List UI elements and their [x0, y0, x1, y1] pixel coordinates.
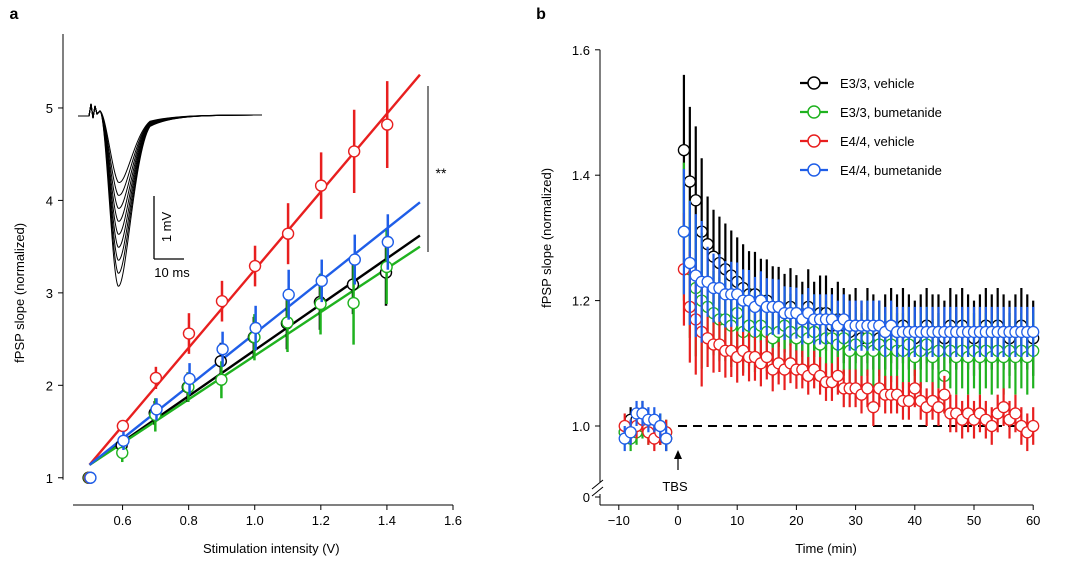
x-tick-label: 0.8	[180, 513, 198, 528]
tbs-arrow-head	[674, 450, 682, 459]
data-point-0	[677, 143, 691, 157]
y-tick-label: 2	[46, 378, 53, 393]
data-point-3	[117, 434, 130, 447]
legend-marker-3	[807, 163, 821, 177]
y-tick-label: 3	[46, 286, 53, 301]
data-point-3	[282, 288, 295, 301]
data-point-0	[683, 175, 696, 188]
x-tick-label: 30	[848, 513, 862, 528]
inset-trace	[78, 103, 263, 222]
data-point-2	[314, 179, 328, 192]
legend-label-0: E3/3, vehicle	[840, 76, 914, 91]
x-tick-label: 40	[908, 513, 922, 528]
x-tick-label: −10	[608, 513, 630, 528]
legend: E3/3, vehicle E3/3, bumetanide E4/4, vehic…	[800, 76, 942, 178]
legend-marker-2	[807, 134, 821, 148]
y-tick-label: 4	[46, 193, 53, 208]
data-point-2	[116, 419, 130, 433]
data-point-3	[1027, 325, 1040, 339]
data-point-1	[215, 373, 228, 386]
x-tick-label: 1.6	[444, 513, 462, 528]
data-point-2	[760, 350, 773, 364]
data-point-2	[867, 401, 880, 414]
data-point-3	[381, 235, 395, 249]
data-point-3	[677, 225, 691, 238]
data-point-3	[624, 426, 637, 439]
data-point-3	[683, 256, 696, 270]
scale-bar-horizontal-label: 10 ms	[154, 265, 190, 280]
data-point-2	[381, 118, 394, 131]
data-point-3	[249, 321, 262, 335]
data-point-2	[182, 327, 196, 340]
data-point-3	[216, 343, 229, 356]
data-point-2	[831, 369, 844, 382]
data-point-2	[1027, 419, 1040, 433]
data-point-2	[248, 259, 262, 273]
data-point-2	[908, 382, 921, 395]
data-point-2	[997, 401, 1010, 414]
y-tick-label: 1.6	[572, 43, 590, 58]
y-tick-label: 1.0	[572, 419, 590, 434]
inset-traces: 1 mV 10 ms	[78, 103, 263, 287]
x-tick-label: 1.4	[378, 513, 396, 528]
data-point-2	[215, 294, 229, 308]
y-tick-label: 1	[46, 471, 53, 486]
legend-label-1: E3/3, bumetanide	[840, 105, 942, 120]
y-tick-label-zero: 0	[583, 490, 590, 505]
axis-break-mark	[591, 479, 604, 490]
legend-marker-0	[807, 76, 821, 90]
tbs-annotation: TBS	[662, 479, 688, 494]
data-point-2	[347, 145, 361, 158]
y-tick-label: 5	[46, 101, 53, 116]
panel-b-label: b	[536, 6, 546, 23]
axis-break-mark	[591, 486, 604, 497]
legend-marker-1	[807, 105, 821, 119]
data-point-3	[348, 253, 361, 266]
scale-bar-vertical-label: 1 mV	[159, 212, 174, 243]
panel-a-label: a	[10, 6, 19, 23]
significance-marker: **	[436, 165, 447, 181]
panel-b: b 1.0 1.2 1.4 1.6 0 −10 0 10 20 30 40 50 60 Time (min)…	[536, 6, 1040, 556]
data-point-2	[281, 227, 295, 240]
legend-label-2: E4/4, vehicle	[840, 134, 914, 149]
data-point-3	[660, 432, 673, 445]
data-point-3	[315, 274, 328, 288]
data-point-2	[902, 394, 916, 408]
y-tick-label: 1.4	[572, 168, 590, 183]
x-tick-label: 10	[730, 513, 744, 528]
x-axis-title: Time (min)	[795, 541, 857, 556]
x-tick-label: 50	[967, 513, 981, 528]
data-point-2	[985, 419, 998, 433]
legend-label-3: E4/4, bumetanide	[840, 163, 942, 178]
inset-trace	[78, 103, 263, 287]
x-tick-label: 0.6	[114, 513, 132, 528]
x-tick-label: 1.0	[246, 513, 264, 528]
data-point-2	[1009, 407, 1022, 420]
data-point-2	[861, 382, 874, 395]
panel-a: a 0.6 0.8 1.0 1.2 1.4 1.6 1 2 3 4 5 Stimulation inte…	[10, 6, 462, 556]
data-point-2	[938, 388, 951, 401]
data-point-0	[689, 194, 702, 207]
data-point-2	[149, 371, 163, 385]
data-point-3	[84, 471, 97, 484]
x-tick-label: 1.2	[312, 513, 330, 528]
data-point-2	[932, 401, 945, 414]
y-tick-label: 1.2	[572, 294, 590, 309]
x-tick-label: 0	[674, 513, 681, 528]
data-point-3	[183, 372, 196, 386]
y-axis-title: fPSP slope (normalized)	[539, 168, 554, 308]
data-point-1	[347, 296, 360, 310]
data-point-3	[150, 403, 163, 416]
x-axis-title: Stimulation intensity (V)	[203, 541, 340, 556]
data-point-3	[654, 419, 667, 433]
x-tick-label: 60	[1026, 513, 1040, 528]
y-axis-title: fPSP slope (normalized)	[12, 223, 27, 363]
x-tick-label: 20	[789, 513, 803, 528]
